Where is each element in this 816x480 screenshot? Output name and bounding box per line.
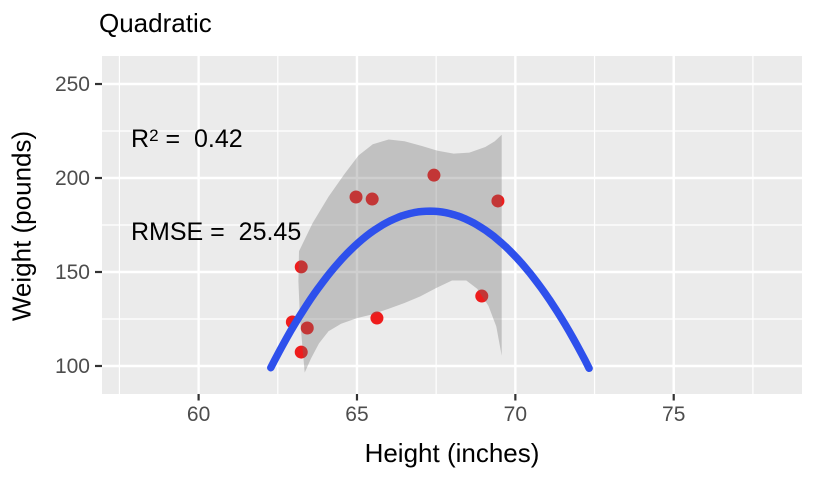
scatter-point [294, 345, 308, 359]
scatter-point [294, 260, 308, 274]
annotation-r2: R2 = 0.42 [131, 125, 243, 153]
x-tick-label: 70 [504, 403, 527, 426]
r2-superscript: 2 [149, 126, 159, 145]
y-axis-title: Weight (pounds) [6, 130, 37, 322]
y-tick-label: 100 [55, 355, 90, 378]
scatter-point [427, 168, 441, 182]
scatter-point [370, 311, 384, 325]
scatter-point [349, 190, 363, 204]
x-axis-title: Height (inches) [364, 438, 540, 468]
confidence-band [298, 134, 502, 373]
scatter-point [365, 192, 379, 206]
scatter-point [475, 289, 489, 303]
plot-title: Quadratic [99, 8, 212, 38]
x-tick-label: 60 [187, 403, 210, 426]
points-layer [285, 168, 505, 359]
smooth-line [267, 207, 593, 373]
y-tick-label: 150 [55, 261, 90, 284]
y-tick-label: 250 [55, 73, 90, 96]
scatter-point [491, 194, 505, 208]
y-tick-label: 200 [55, 167, 90, 190]
annotation-rmse: RMSE = 25.45 [131, 218, 302, 246]
x-tick-label: 65 [345, 403, 368, 426]
annotation-stats: R2 = 0.42 RMSE = 25.45 [131, 58, 301, 310]
x-tick-label: 75 [662, 403, 685, 426]
scatter-point [300, 321, 314, 335]
